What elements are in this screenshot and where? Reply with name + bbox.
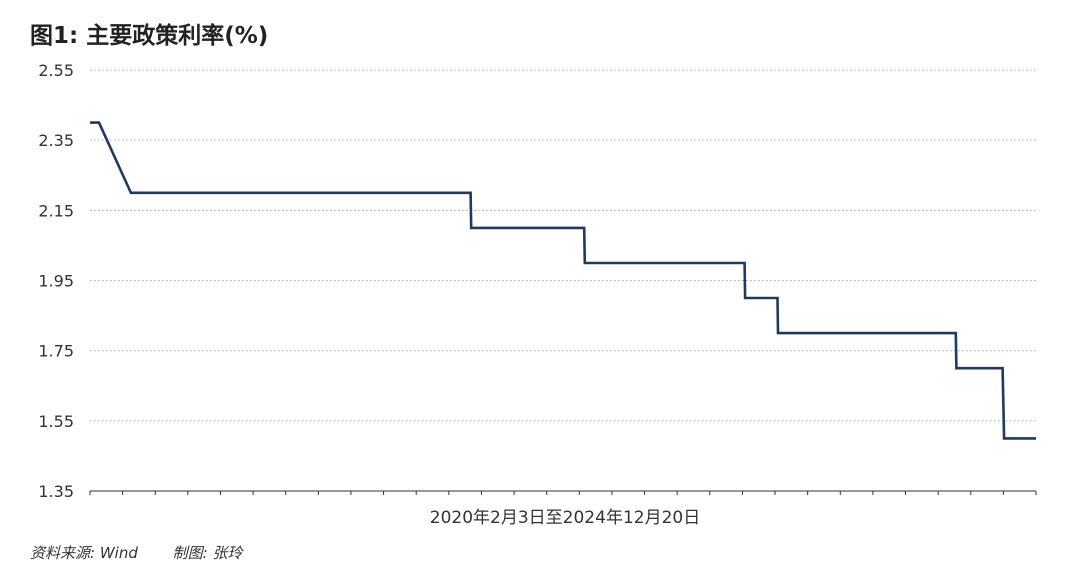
y-tick-label: 1.35 bbox=[38, 482, 74, 501]
grid-layer: 2.55 2.35 2.15 1.95 1.75 1.55 1.35 bbox=[38, 61, 1036, 501]
x-axis-label: 2020年2月3日至2024年12月20日 bbox=[430, 508, 700, 528]
series-layer bbox=[90, 121, 1036, 440]
chart-title: 图1: 主要政策利率(%) bbox=[30, 23, 269, 49]
y-tick-label: 1.75 bbox=[38, 342, 74, 361]
source-note: 资料来源: Wind bbox=[30, 544, 138, 562]
y-tick-label: 1.55 bbox=[38, 412, 74, 431]
y-tick-label: 2.55 bbox=[38, 61, 74, 80]
y-tick-label: 2.15 bbox=[38, 201, 74, 220]
footer: 资料来源: Wind 制图: 张玲 bbox=[30, 542, 242, 563]
y-tick-label: 2.35 bbox=[38, 131, 74, 150]
line-chart: 2.55 2.35 2.15 1.95 1.75 1.55 1.35 2020年2月3日至2… bbox=[38, 61, 1037, 528]
rate-series-line bbox=[90, 121, 1036, 440]
y-tick-label: 1.95 bbox=[38, 272, 74, 291]
x-axis bbox=[89, 490, 1037, 495]
credit-note: 制图: 张玲 bbox=[172, 544, 243, 562]
